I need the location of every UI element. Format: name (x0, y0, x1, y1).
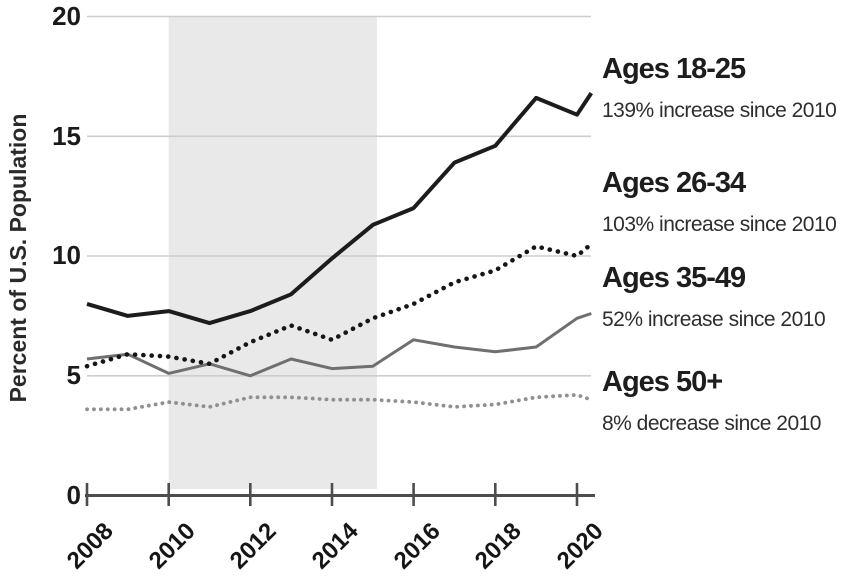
legend-label: Ages 50+ (602, 366, 723, 398)
legend-annotation: 139% increase since 2010 (602, 99, 837, 122)
legend-annotation: 52% increase since 2010 (602, 308, 826, 331)
y-tick-label-5: 5 (66, 360, 81, 390)
y-tick-label-0: 0 (66, 480, 81, 510)
series-line-ages-35-49 (86, 312, 592, 378)
series-line-ages-18-25 (86, 91, 593, 326)
y-tick-label-10: 10 (52, 240, 81, 270)
legend-label: Ages 35-49 (602, 262, 746, 294)
legend-item-ages-50plus: Ages 50+ 8% decrease since 2010 (602, 367, 851, 436)
legend-item-ages-35-49: Ages 35-49 52% increase since 2010 (602, 263, 851, 332)
y-tick-label-20: 20 (52, 1, 81, 31)
y-tick-label-15: 15 (52, 121, 81, 151)
legend-annotation: 8% decrease since 2010 (602, 412, 822, 435)
series-line-ages-26-34 (84, 241, 594, 369)
legend-label: Ages 18-25 (602, 53, 746, 85)
legend-annotation: 103% increase since 2010 (602, 213, 837, 236)
legend-item-ages-18-25: Ages 18-25 139% increase since 2010 (602, 54, 851, 123)
legend-label: Ages 26-34 (602, 167, 746, 199)
legend-item-ages-26-34: Ages 26-34 103% increase since 2010 (602, 168, 851, 237)
shaded-band-2010-2015 (168, 17, 377, 489)
series-line-ages-50 (85, 392, 594, 412)
